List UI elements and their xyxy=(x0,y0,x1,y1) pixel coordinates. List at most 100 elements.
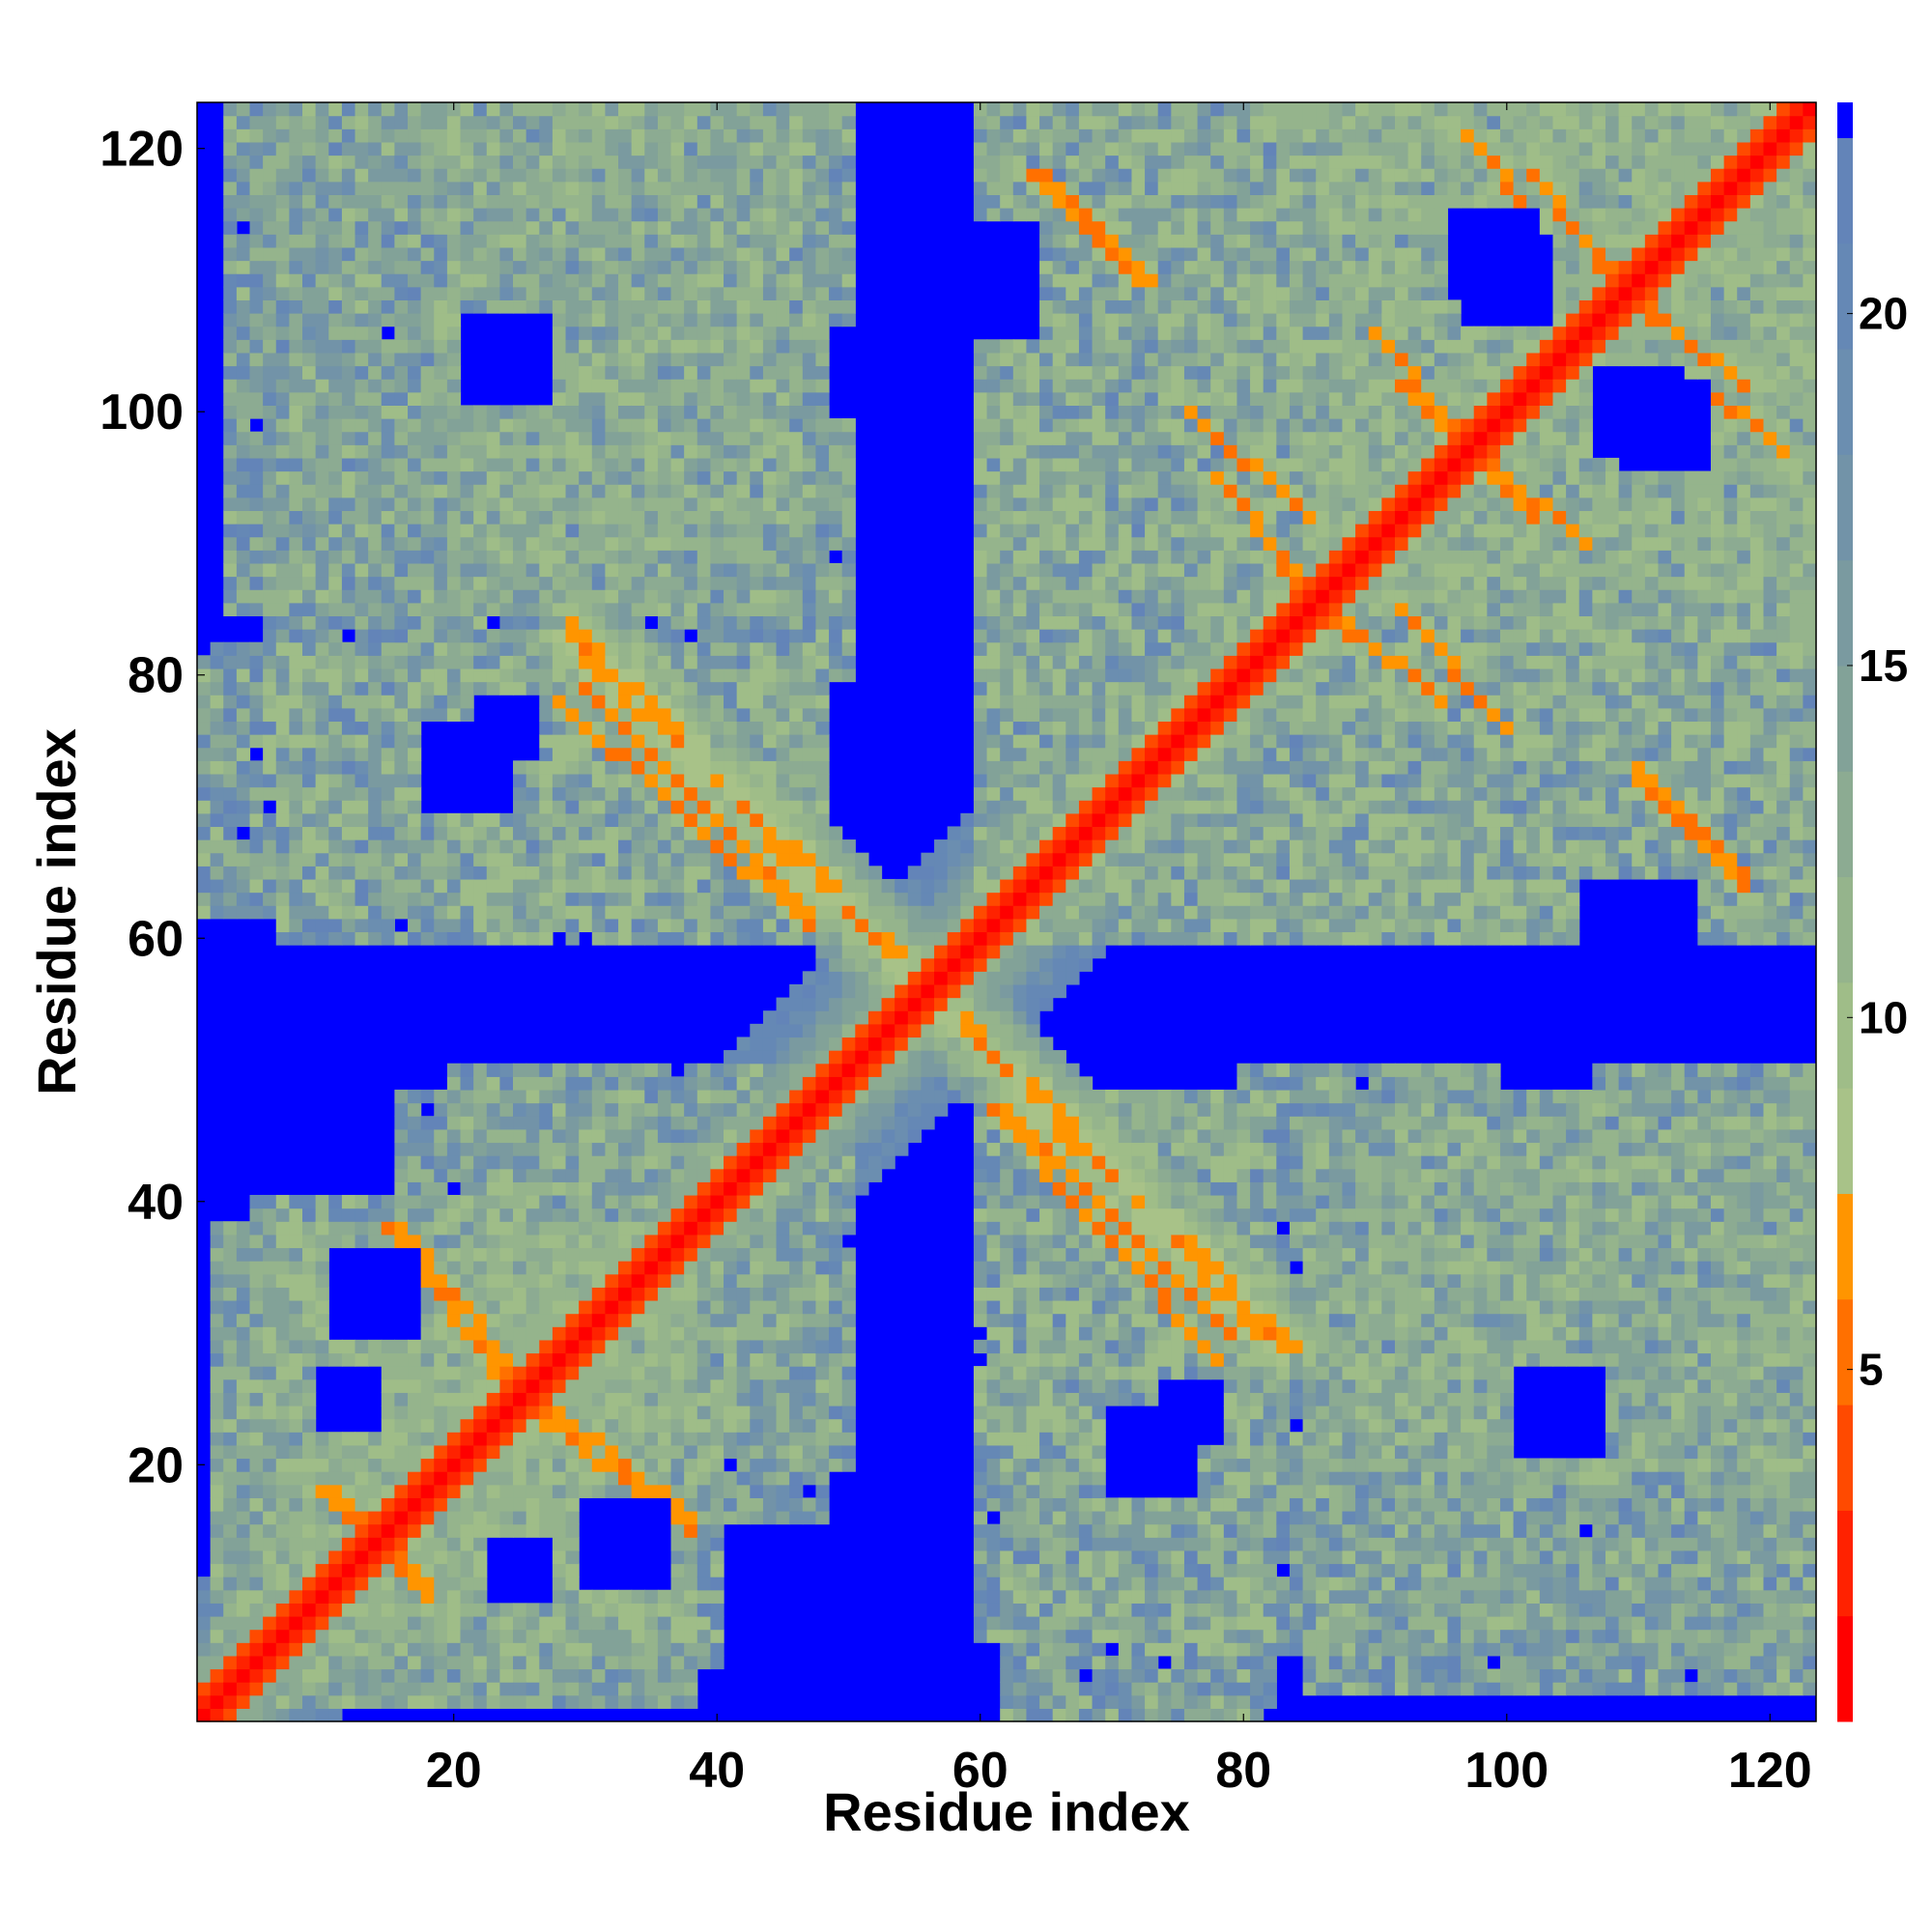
heatmap-cell xyxy=(579,497,593,512)
heatmap-cell xyxy=(460,1142,474,1156)
heatmap-cell xyxy=(605,562,619,578)
heatmap-cell xyxy=(605,1339,619,1354)
heatmap-cell xyxy=(579,918,593,933)
heatmap-cell xyxy=(315,747,329,761)
heatmap-cell xyxy=(355,484,369,498)
heatmap-cell xyxy=(750,168,764,183)
heatmap-cell xyxy=(579,1247,593,1262)
heatmap-cell xyxy=(696,208,712,222)
heatmap-cell xyxy=(446,1694,462,1709)
heatmap-cell xyxy=(605,550,619,564)
heatmap-cell xyxy=(223,194,238,209)
heatmap-cell xyxy=(210,707,224,723)
heatmap-cell xyxy=(657,1194,672,1209)
heatmap-cell xyxy=(776,168,790,183)
heatmap-cell xyxy=(552,1668,567,1683)
heatmap-cell xyxy=(539,497,554,512)
heatmap-cell xyxy=(394,299,409,314)
heatmap-cell xyxy=(552,1497,567,1512)
heatmap-cell xyxy=(644,1339,659,1354)
heatmap-cell xyxy=(565,1128,580,1144)
heatmap-cell xyxy=(420,1537,435,1551)
heatmap-cell xyxy=(275,747,290,761)
heatmap-cell xyxy=(565,1694,580,1709)
heatmap-cell xyxy=(736,220,751,235)
heatmap-cell xyxy=(526,1076,540,1091)
heatmap-cell xyxy=(657,1063,672,1077)
heatmap-cell xyxy=(210,852,224,867)
heatmap-cell xyxy=(776,194,790,209)
heatmap-cell xyxy=(631,470,645,485)
heatmap-cell xyxy=(381,313,395,327)
heatmap-cell xyxy=(565,668,580,683)
heatmap-cell xyxy=(657,839,672,854)
heatmap-cell xyxy=(513,1682,527,1696)
heatmap-cell xyxy=(275,431,290,445)
heatmap-cell xyxy=(591,524,607,538)
heatmap-cell xyxy=(591,391,607,406)
heatmap-cell xyxy=(473,1458,488,1472)
heatmap-cell xyxy=(289,299,303,314)
heatmap-cell xyxy=(618,918,633,933)
heatmap-cell xyxy=(197,1577,212,1591)
heatmap-cell xyxy=(513,562,527,578)
heatmap-cell xyxy=(670,602,685,617)
heatmap-cell xyxy=(579,681,593,696)
heatmap-cell xyxy=(263,812,277,828)
heatmap-cell xyxy=(591,1221,607,1236)
heatmap-cell xyxy=(696,128,712,143)
heatmap-cell xyxy=(513,641,527,656)
heatmap-cell xyxy=(381,457,395,472)
heatmap-cell xyxy=(289,457,303,472)
heatmap-cell xyxy=(631,431,645,445)
heatmap-cell xyxy=(579,892,593,906)
heatmap-cell xyxy=(789,786,804,801)
heatmap-cell xyxy=(684,800,698,814)
heatmap-cell xyxy=(829,1142,843,1156)
heatmap-cell xyxy=(644,1668,659,1683)
heatmap-cell xyxy=(341,208,356,222)
heatmap-cell xyxy=(644,1116,659,1130)
heatmap-cell xyxy=(605,273,619,288)
heatmap-cell xyxy=(223,444,238,459)
heatmap-cell xyxy=(275,760,290,775)
heatmap-cell xyxy=(249,168,264,183)
heatmap-cell xyxy=(762,260,778,274)
heatmap-cell xyxy=(631,497,645,512)
heatmap-cell xyxy=(381,576,395,590)
heatmap-cell xyxy=(565,1273,580,1288)
heatmap-cell xyxy=(762,431,778,445)
heatmap-cell xyxy=(315,418,329,433)
heatmap-cell xyxy=(302,615,317,630)
heatmap-cell xyxy=(829,1089,843,1104)
heatmap-cell xyxy=(657,352,672,367)
heatmap-cell xyxy=(724,1273,738,1288)
heatmap-cell xyxy=(579,615,593,630)
heatmap-cell xyxy=(446,1076,462,1091)
heatmap-cell xyxy=(420,1471,435,1486)
heatmap-cell xyxy=(762,866,778,880)
heatmap-cell xyxy=(289,273,303,288)
heatmap-cell xyxy=(802,1010,817,1025)
heatmap-cell xyxy=(736,878,751,894)
heatmap-cell xyxy=(591,1168,607,1182)
heatmap-cell xyxy=(591,299,607,314)
heatmap-cell xyxy=(394,1366,409,1380)
heatmap-cell xyxy=(552,1128,567,1144)
heatmap-cell xyxy=(302,800,317,814)
heatmap-cell xyxy=(302,852,317,867)
heatmap-cell xyxy=(315,313,329,327)
heatmap-cell xyxy=(724,1366,738,1380)
heatmap-cell xyxy=(762,1326,778,1341)
heatmap-cell xyxy=(368,826,383,840)
heatmap-cell xyxy=(263,260,277,274)
heatmap-cell xyxy=(710,1444,724,1460)
heatmap-cell xyxy=(750,1076,764,1091)
heatmap-cell xyxy=(446,220,462,235)
heatmap-cell xyxy=(750,1458,764,1472)
heatmap-cell xyxy=(762,418,778,433)
heatmap-cell xyxy=(644,1102,659,1117)
heatmap-cell xyxy=(223,365,238,380)
heatmap-cell xyxy=(302,1708,317,1722)
heatmap-cell xyxy=(526,536,540,551)
